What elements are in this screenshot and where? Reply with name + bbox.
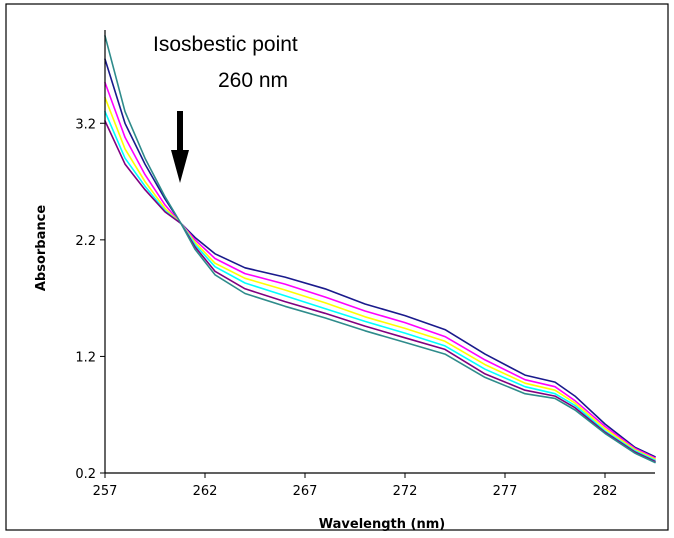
series-layer (104, 35, 656, 464)
y-tick-label: 3.2 (75, 117, 96, 132)
series-line-3 (104, 96, 656, 460)
series-line-5 (104, 120, 656, 463)
annotation-line-1: Isosbestic point (153, 33, 298, 56)
x-tick-label: 267 (293, 484, 318, 499)
x-tick-label: 257 (93, 484, 118, 499)
y-tick-label: 2.2 (75, 234, 96, 249)
arrow-shaft (177, 111, 183, 155)
x-tick-label: 262 (193, 484, 218, 499)
series-line-4 (104, 110, 656, 461)
x-axis-title: Wavelength (nm) (319, 517, 445, 532)
annotation: Isosbestic point 260 nm (153, 33, 298, 183)
y-tick-label: 1.2 (75, 350, 96, 365)
series-line-1 (104, 58, 656, 458)
axes (104, 30, 655, 474)
y-axis-title: Absorbance (34, 205, 49, 291)
annotation-line-2: 260 nm (218, 69, 288, 92)
series-line-2 (104, 81, 656, 459)
chart-frame (5, 3, 669, 531)
arrow-head (171, 150, 189, 183)
x-tick-label: 282 (593, 484, 618, 499)
y-tick-label: 0.2 (75, 467, 96, 482)
x-tick-label: 272 (393, 484, 418, 499)
series-line-6 (104, 35, 656, 464)
annotation-arrow (171, 111, 189, 183)
ticks: 257 262 267 272 277 282 0.2 1.2 2.2 3.2 (75, 117, 617, 499)
x-tick-label: 277 (493, 484, 518, 499)
